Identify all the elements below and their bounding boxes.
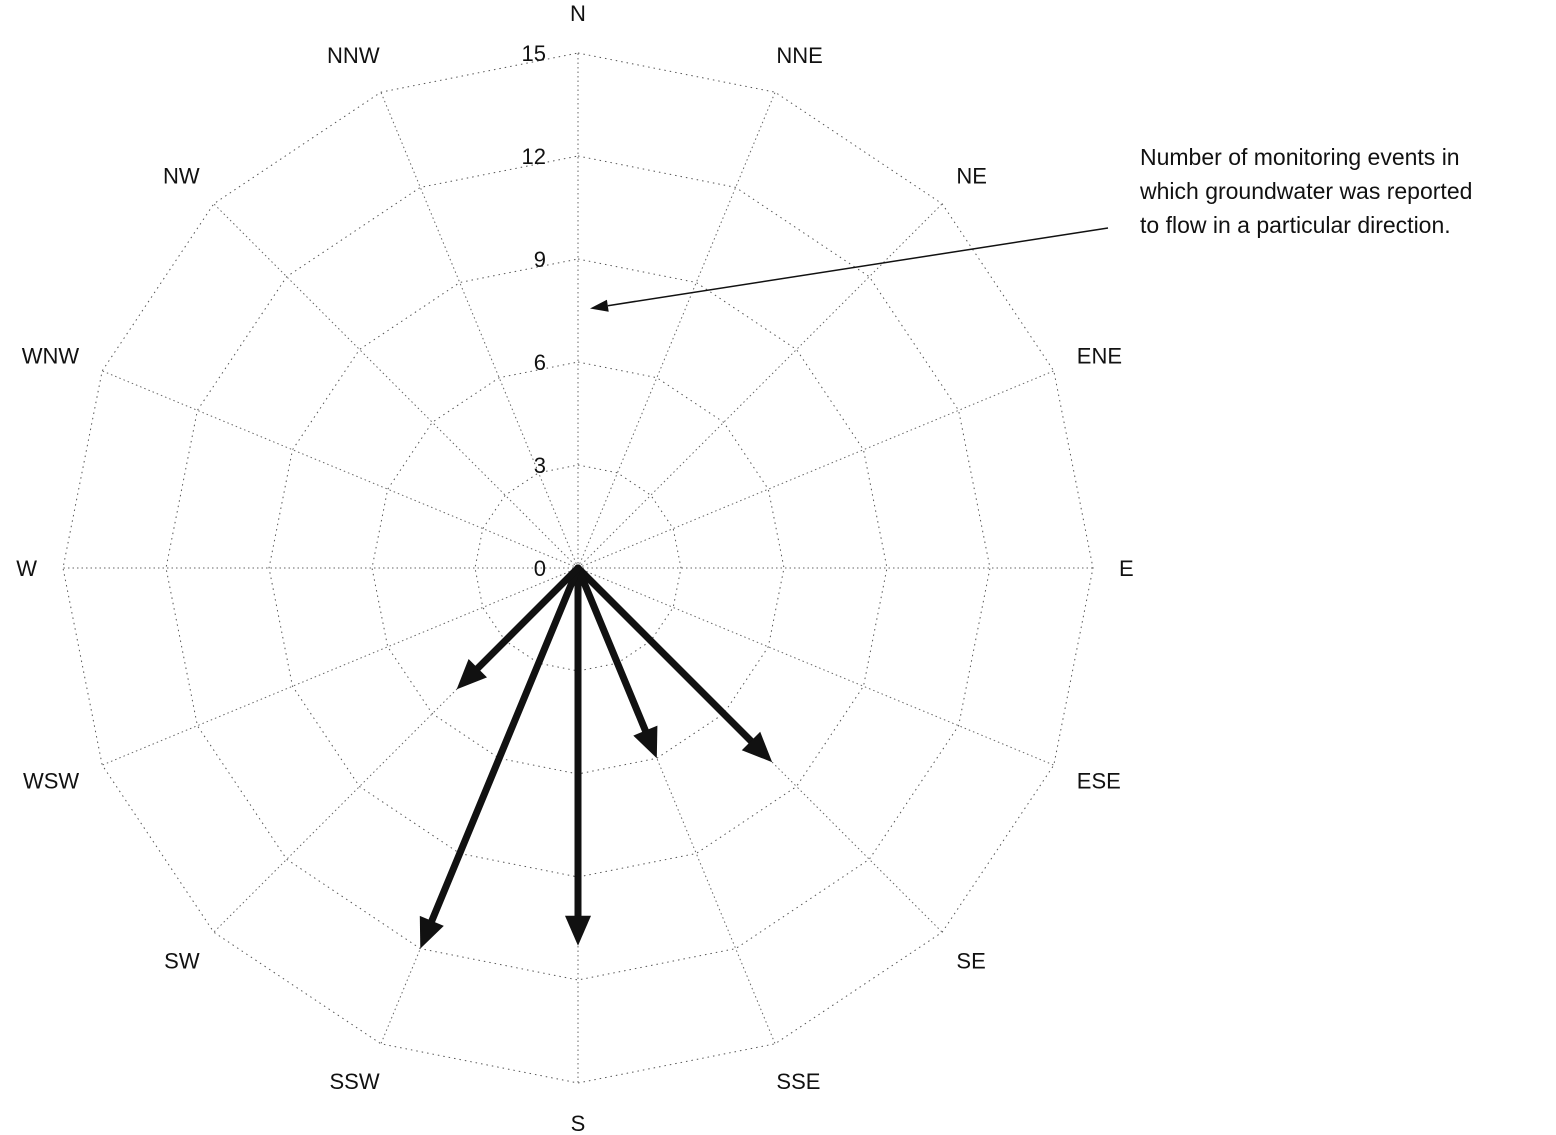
direction-label-nnw: NNW bbox=[327, 43, 380, 68]
grid-spoke-nw bbox=[213, 203, 579, 569]
direction-label-wsw: WSW bbox=[23, 768, 79, 793]
grid-spoke-ne bbox=[577, 203, 943, 569]
flow-arrow-ssw bbox=[428, 564, 582, 925]
grid-spoke-wnw bbox=[102, 370, 579, 569]
grid-spoke-nnw bbox=[380, 92, 579, 569]
annotation-line-2: which groundwater was reported bbox=[1140, 178, 1473, 204]
flow-arrow-sw bbox=[474, 564, 582, 672]
grid-spoke-ese bbox=[577, 567, 1054, 766]
grid-ring-15 bbox=[62, 52, 1094, 1084]
flow-arrows bbox=[419, 564, 773, 949]
annotation-pointer bbox=[590, 227, 1109, 312]
flow-arrow-head-s bbox=[565, 915, 591, 946]
annotation-pointer-head bbox=[590, 299, 609, 312]
annotation-line-1: Number of monitoring events in bbox=[1140, 144, 1460, 170]
flow-arrow-head-ssw bbox=[419, 915, 444, 949]
flow-arrow-head-se bbox=[741, 731, 773, 763]
annotation-text: Number of monitoring events in which gro… bbox=[1140, 140, 1550, 242]
tick-label-6: 6 bbox=[534, 350, 546, 375]
tick-label-12: 12 bbox=[522, 144, 546, 169]
annotation-line-3: to flow in a particular direction. bbox=[1140, 212, 1451, 238]
grid-spoke-nne bbox=[577, 92, 776, 569]
direction-label-e: E bbox=[1119, 556, 1134, 581]
tick-label-3: 3 bbox=[534, 453, 546, 478]
flow-arrow-se bbox=[574, 564, 755, 745]
grid-rings bbox=[62, 52, 1094, 1084]
annotation-pointer-line bbox=[607, 227, 1109, 307]
direction-label-wnw: WNW bbox=[22, 344, 80, 369]
flow-arrow-head-sse bbox=[633, 725, 658, 759]
tick-label-15: 15 bbox=[522, 41, 546, 66]
flow-arrow-head-sw bbox=[456, 659, 487, 690]
direction-label-se: SE bbox=[956, 948, 985, 973]
direction-label-ene: ENE bbox=[1077, 344, 1122, 369]
tick-label-9: 9 bbox=[534, 247, 546, 272]
direction-labels: N NNE NE ENE E ESE SE SSE S SSW SW WSW W WNW NW NNW bbox=[16, 1, 1133, 1135]
direction-label-w: W bbox=[16, 556, 37, 581]
direction-label-n: N bbox=[570, 1, 586, 26]
grid-spoke-ene bbox=[577, 370, 1054, 569]
direction-label-nw: NW bbox=[163, 164, 200, 189]
direction-label-ssw: SSW bbox=[329, 1069, 379, 1094]
direction-label-s: S bbox=[571, 1111, 586, 1135]
direction-label-ese: ESE bbox=[1077, 768, 1121, 793]
flow-arrow-sse bbox=[574, 564, 649, 735]
radial-tick-labels: 0 3 6 9 12 15 bbox=[522, 41, 546, 581]
direction-label-sw: SW bbox=[164, 948, 200, 973]
tick-label-0: 0 bbox=[534, 556, 546, 581]
direction-label-ne: NE bbox=[956, 164, 987, 189]
grid-spoke-wsw bbox=[102, 567, 579, 766]
direction-label-sse: SSE bbox=[776, 1069, 820, 1094]
direction-label-nne: NNE bbox=[776, 43, 822, 68]
